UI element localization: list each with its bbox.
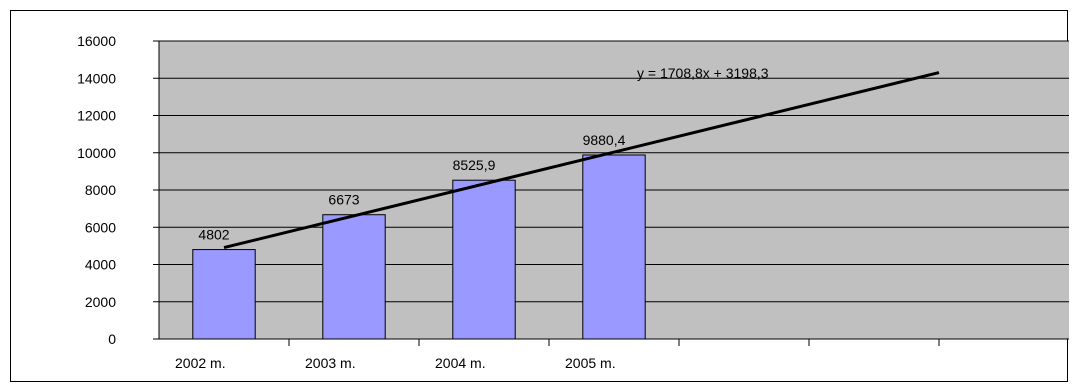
bar (322, 214, 386, 340)
y-tick-label: 12000 (77, 108, 116, 124)
trendline (223, 71, 940, 250)
x-tick-label: 2003 m. (305, 355, 356, 371)
data-label: 4802 (198, 227, 229, 243)
y-tick-label: 10000 (77, 145, 116, 161)
data-label: 6673 (328, 192, 359, 208)
bar (452, 179, 516, 340)
y-tick-label: 16000 (77, 33, 116, 49)
bar (192, 249, 256, 340)
y-tick-label: 8000 (85, 182, 116, 198)
y-tick-label: 0 (108, 331, 116, 347)
x-tick-label: 2004 m. (435, 355, 486, 371)
y-tick-label: 4000 (85, 257, 116, 273)
bar (582, 154, 646, 340)
y-tick-label: 2000 (85, 294, 116, 310)
x-tick-label: 2002 m. (175, 355, 226, 371)
x-tick-label: 2005 m. (565, 355, 616, 371)
y-tick-label: 6000 (85, 219, 116, 235)
data-label: 8525,9 (453, 157, 496, 173)
data-label: 9880,4 (583, 132, 626, 148)
y-tick-label: 14000 (77, 70, 116, 86)
trendline-equation: y = 1708,8x + 3198,3 (637, 65, 769, 81)
